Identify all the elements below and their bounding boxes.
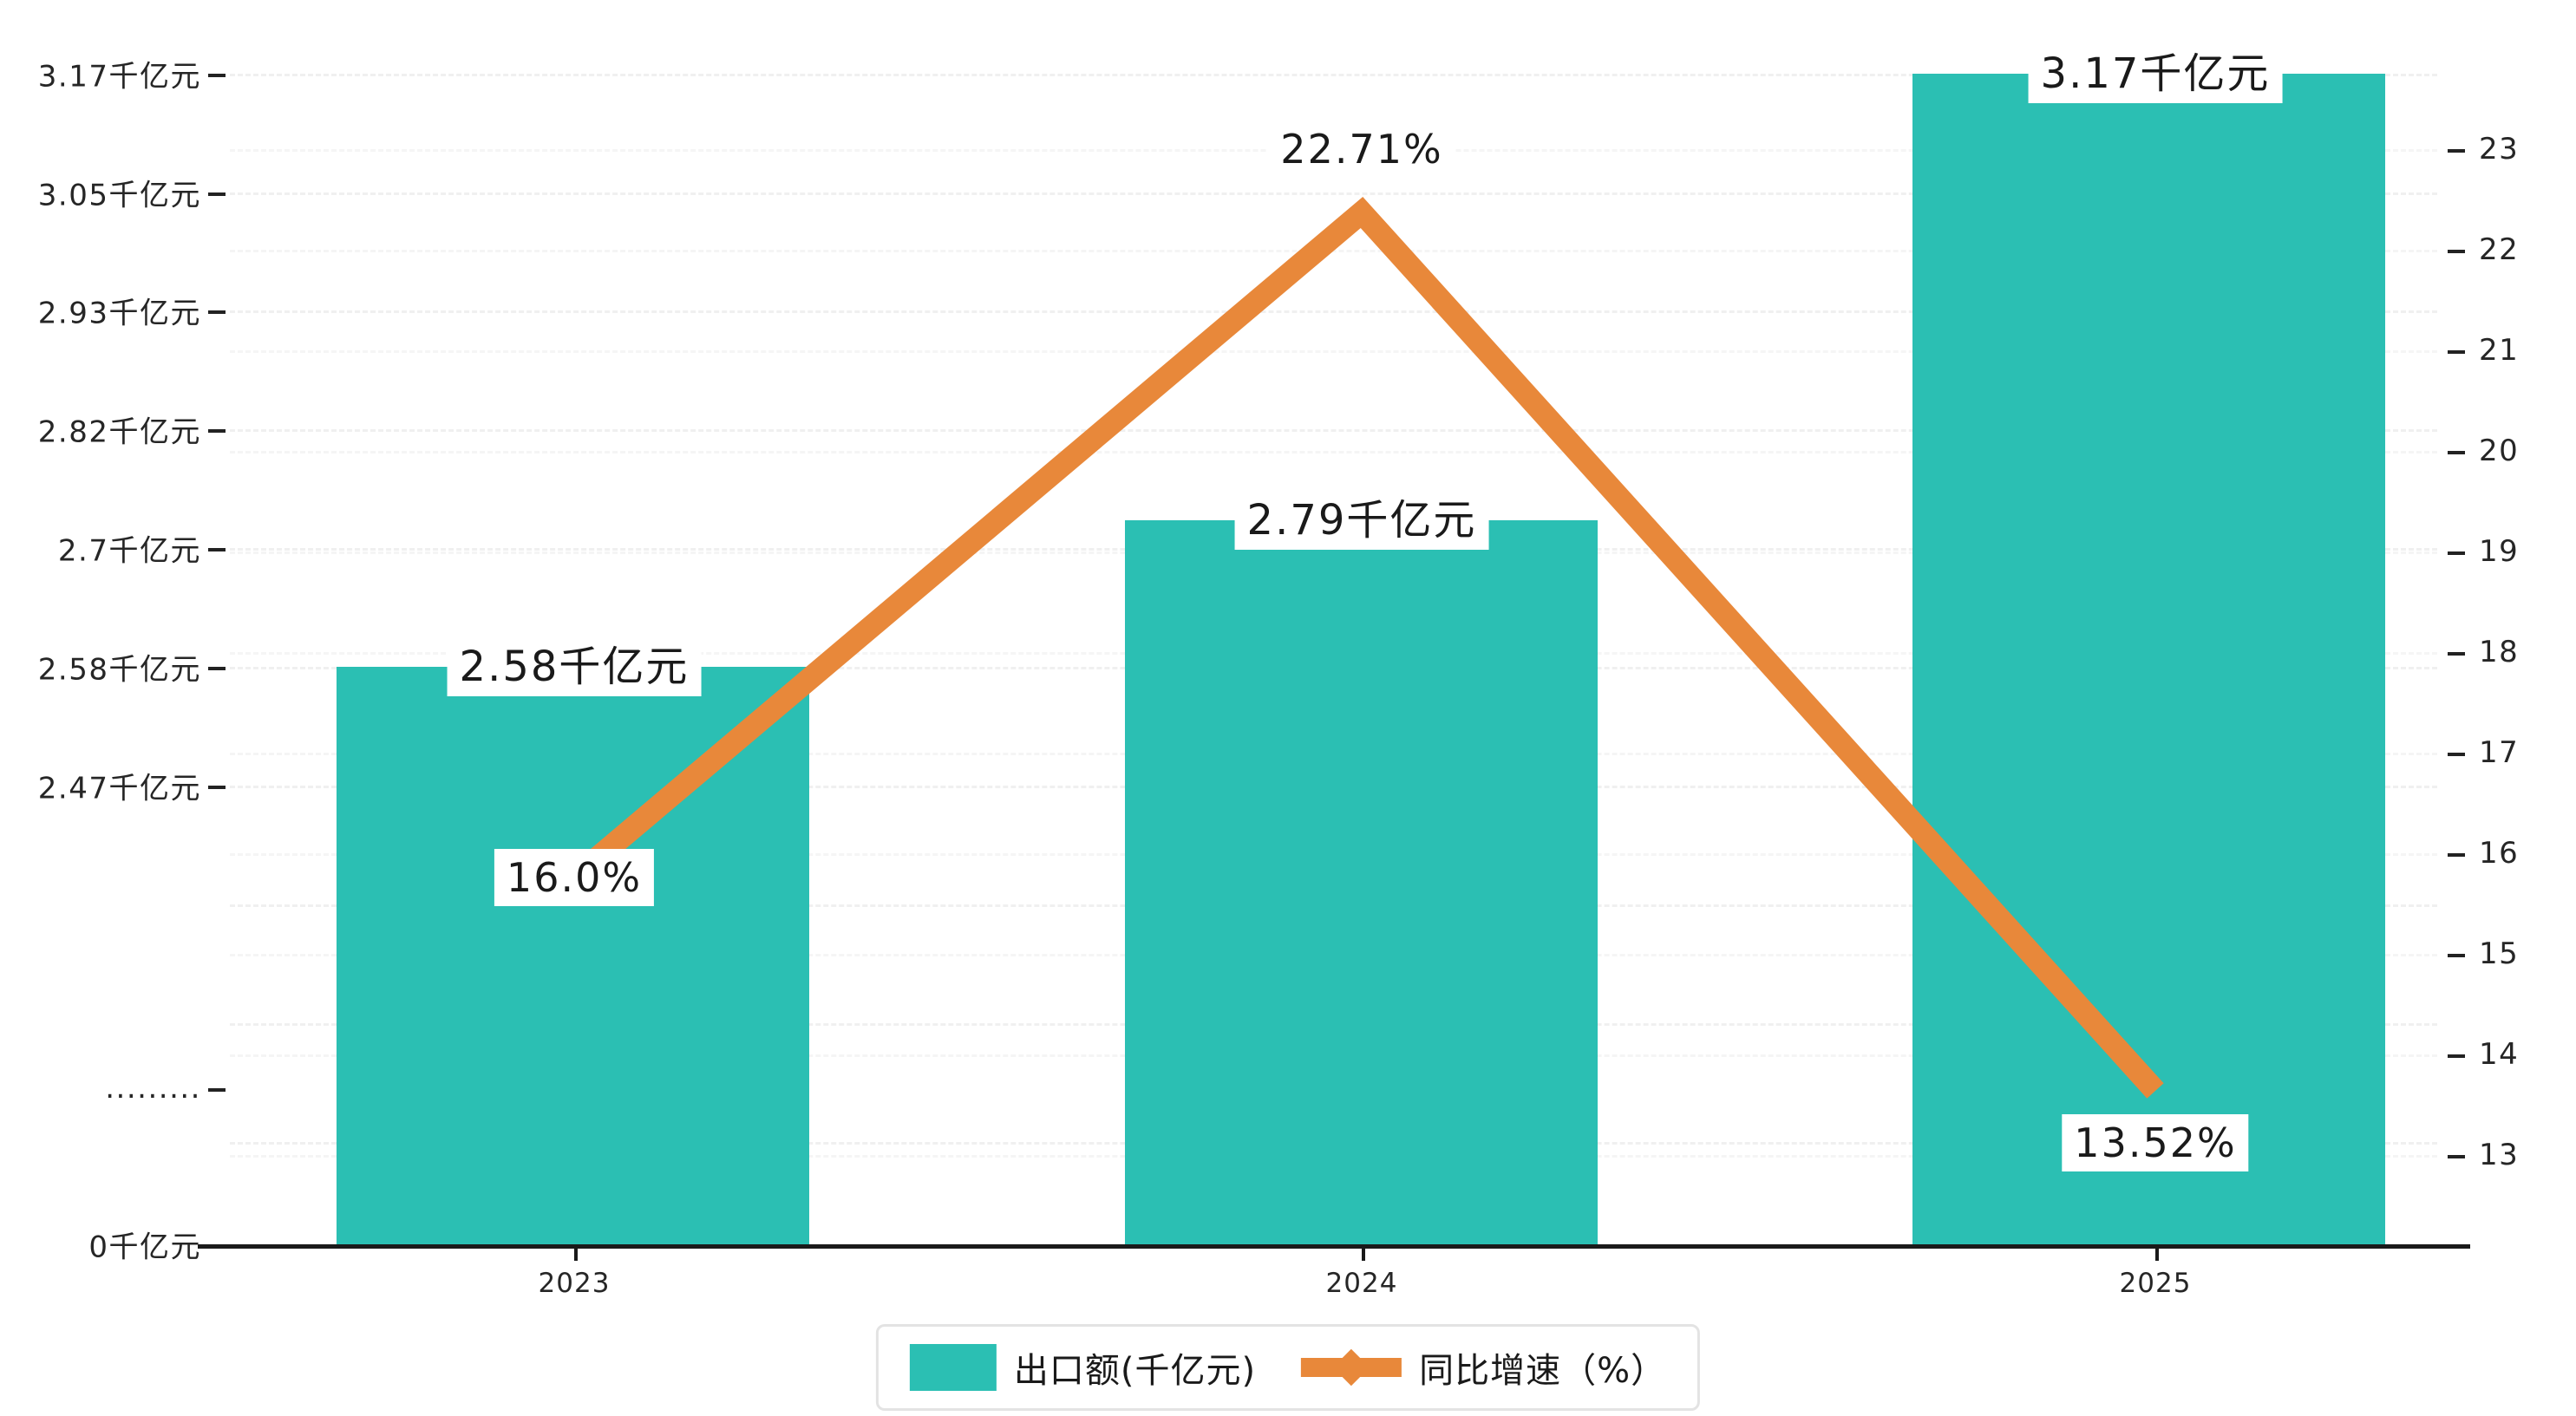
y-axis-right-tick-label: 16: [2479, 836, 2520, 871]
y-axis-left-tick: [208, 548, 226, 551]
y-axis-right-tick-label: 23: [2479, 132, 2520, 166]
gridline-major: [230, 192, 2437, 195]
x-tick-2023: [574, 1249, 578, 1261]
x-tick-2024: [1362, 1249, 1365, 1261]
y-axis-right-tick-label: 21: [2479, 333, 2520, 368]
y-axis-right-tick: [2448, 1155, 2465, 1158]
x-tick-2025: [2155, 1249, 2159, 1261]
gridline-major: [230, 74, 2437, 76]
bar-2025[interactable]: [1912, 74, 2385, 1244]
y-axis-right-tick-label: 15: [2479, 936, 2520, 971]
y-axis-left-tick-label: 2.82千亿元: [37, 414, 201, 450]
bar-data-label: 2.58千亿元: [447, 637, 702, 696]
y-axis-left-tick: [208, 74, 226, 77]
y-axis-right-tick: [2448, 753, 2465, 756]
legend-item-label: 出口额(千亿元): [1013, 1351, 1257, 1391]
y-axis-left-tick-label: 2.93千亿元: [37, 296, 201, 331]
bar-2023[interactable]: [337, 667, 809, 1244]
legend-bar-swatch-icon: [909, 1344, 997, 1391]
x-tick-label-2025: 2025: [2119, 1268, 2192, 1299]
y-axis-right-tick-label: 14: [2479, 1037, 2520, 1072]
bar-data-label: 3.17千亿元: [2028, 44, 2283, 103]
y-axis-right-tick-label: 17: [2479, 735, 2520, 770]
bar-2024[interactable]: [1125, 520, 1598, 1244]
legend-item-label: 同比增速（%）: [1419, 1351, 1667, 1391]
y-axis-right-tick-label: 20: [2479, 434, 2520, 468]
y-axis-right-tick: [2448, 551, 2465, 555]
legend-line-marker-icon: [1301, 1344, 1402, 1391]
y-axis-left-tick: [208, 667, 226, 670]
x-tick-label-2023: 2023: [538, 1268, 611, 1299]
y-axis-left-tick: [208, 1088, 226, 1092]
y-axis-right-tick: [2448, 954, 2465, 957]
y-axis-right-tick: [2448, 149, 2465, 153]
y-axis-left-tick-label: 2.58千亿元: [37, 652, 201, 688]
chart-legend[interactable]: 出口额(千亿元) 同比增速（%）: [875, 1324, 1701, 1411]
y-axis-right-tick: [2448, 652, 2465, 656]
y-axis-left-tick-label: 2.47千亿元: [37, 771, 201, 806]
y-axis-left-tick: [208, 310, 226, 314]
bar-data-label: 2.79千亿元: [1234, 491, 1489, 550]
y-axis-right-tick: [2448, 451, 2465, 454]
x-tick-label-2024: 2024: [1325, 1268, 1398, 1299]
line-data-label: 16.0%: [494, 849, 655, 906]
line-data-label: 13.52%: [2062, 1114, 2249, 1171]
y-axis-left-tick: [208, 429, 226, 433]
y-axis-right-tick: [2448, 350, 2465, 354]
y-axis-right-tick: [2448, 250, 2465, 253]
legend-item-1[interactable]: 出口额(千亿元): [909, 1342, 1257, 1393]
y-axis-right-tick-label: 19: [2479, 534, 2520, 569]
y-axis-right-tick-label: 22: [2479, 232, 2520, 267]
legend-diamond-marker-icon: [1332, 1348, 1370, 1387]
y-axis-right-tick-label: 13: [2479, 1138, 2520, 1172]
y-axis-left-tick: [208, 192, 226, 196]
y-axis-left-tick-label: .........: [105, 1071, 201, 1106]
y-axis-left-tick-label: 3.05千亿元: [37, 178, 201, 213]
y-axis-right-tick-label: 18: [2479, 635, 2520, 669]
legend-item-2[interactable]: 同比增速（%）: [1301, 1342, 1666, 1393]
line-data-label: 22.71%: [1268, 121, 1455, 178]
y-axis-left-tick-label: 2.7千亿元: [57, 533, 201, 569]
y-axis-right-tick: [2448, 853, 2465, 857]
y-axis-left-tick-label: 3.17千亿元: [37, 59, 201, 95]
y-axis-left-tick: [208, 786, 226, 789]
y-axis-right-tick: [2448, 1054, 2465, 1058]
y-axis-left-tick-label: 0千亿元: [88, 1230, 201, 1265]
x-axis-line: [198, 1244, 2470, 1249]
